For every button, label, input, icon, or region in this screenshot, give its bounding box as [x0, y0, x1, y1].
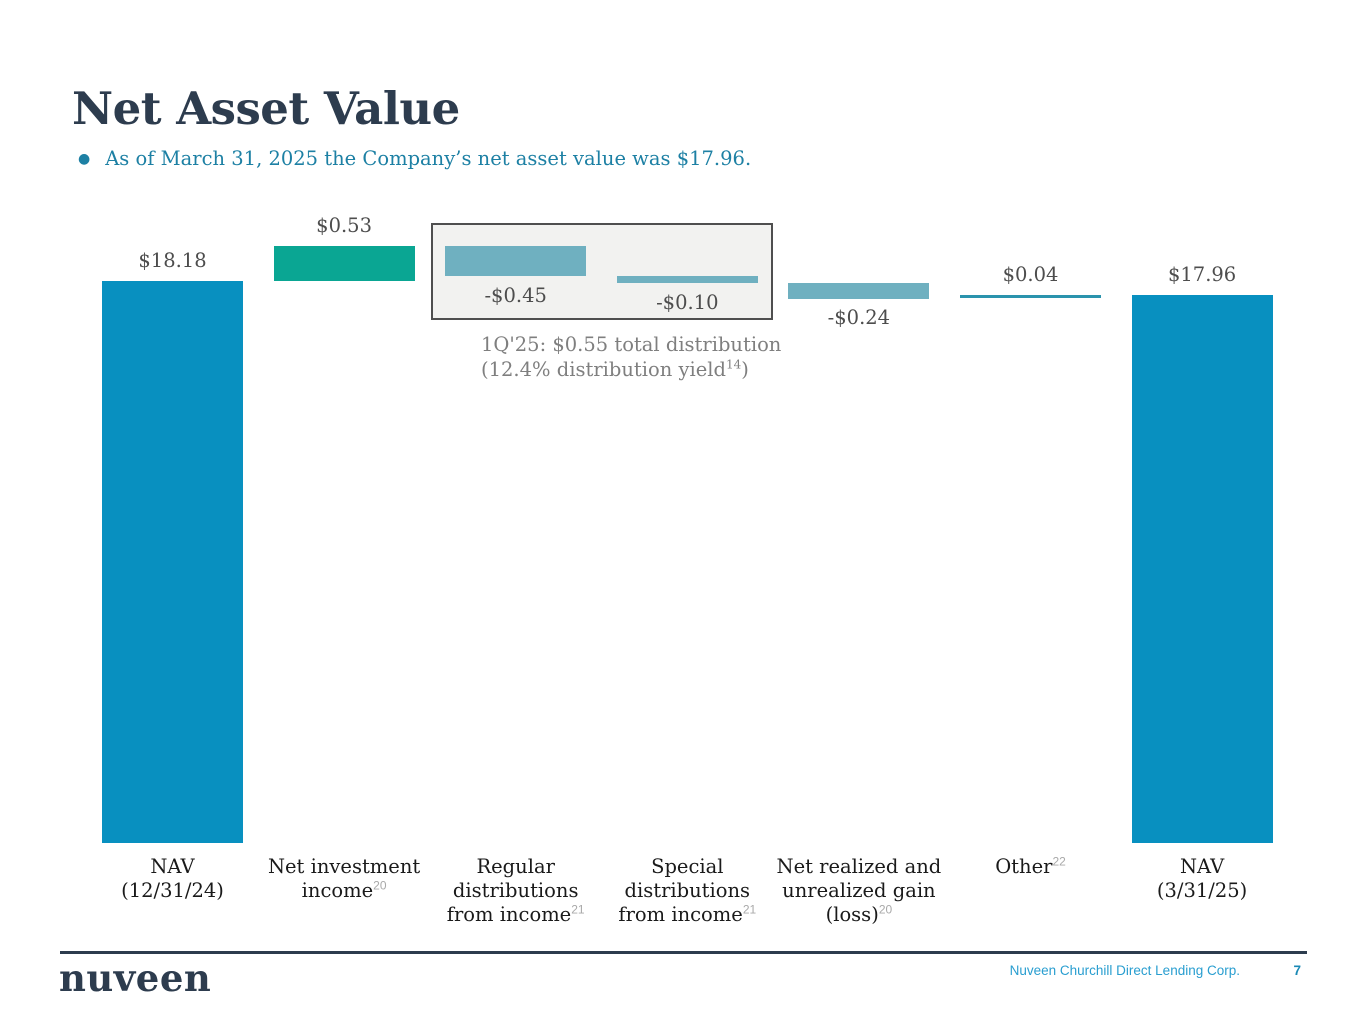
footnote-ref: 20: [878, 902, 893, 917]
value-label-net-realized-unrealized-gain-loss: -$0.24: [827, 306, 891, 329]
bar-other: [960, 295, 1101, 298]
bar-net-realized-unrealized-gain-loss: [788, 283, 930, 299]
nuveen-logo: nuveen: [59, 956, 212, 1000]
footnote-ref: 20: [373, 878, 387, 893]
distribution-annotation: 1Q'25: $0.55 total distribution (12.4% di…: [481, 333, 782, 381]
category-label-regular-distributions: Regular distributions from income21: [446, 855, 585, 927]
bar-nav-end: [1131, 295, 1273, 843]
category-label-net-realized-unrealized-gain-loss: Net realized and unrealized gain (loss)20: [776, 855, 942, 927]
page-number: 7: [1293, 963, 1301, 978]
category-label-other: Other22: [995, 854, 1066, 878]
value-label-nav-end: $17.96: [1167, 263, 1237, 286]
footer-company-name: Nuveen Churchill Direct Lending Corp.: [1009, 963, 1240, 978]
value-label-other: $0.04: [1002, 263, 1059, 286]
waterfall-chart: 1Q'25: $0.55 total distribution (12.4% di…: [0, 180, 1365, 960]
footer-divider: [60, 951, 1307, 954]
footnote-ref: 14: [726, 357, 742, 372]
category-label-special-distributions: Special distributions from income21: [618, 855, 757, 927]
bar-nav-start: [102, 281, 243, 843]
footnote-ref: 21: [742, 902, 757, 917]
footnote-ref: 22: [1052, 854, 1066, 869]
category-label-nav-end: NAV (3/31/25): [1156, 855, 1248, 903]
value-label-regular-distributions: -$0.45: [484, 284, 547, 307]
value-label-net-investment-income: $0.53: [316, 214, 372, 237]
bar-net-investment-income: [273, 246, 415, 281]
value-label-nav-start: $18.18: [138, 249, 207, 272]
bullet-icon: ●: [78, 151, 91, 167]
bullet-text: As of March 31, 2025 the Company’s net a…: [105, 147, 752, 170]
bar-special-distributions: [616, 276, 758, 283]
page-title: Net Asset Value: [72, 82, 460, 135]
category-label-nav-start: NAV (12/31/24): [121, 855, 224, 903]
value-label-special-distributions: -$0.10: [656, 291, 719, 314]
footnote-ref: 21: [571, 902, 585, 917]
bullet-row: ● As of March 31, 2025 the Company’s net…: [78, 147, 751, 170]
bar-regular-distributions: [445, 246, 587, 276]
category-label-net-investment-income: Net investment income20: [267, 855, 421, 903]
